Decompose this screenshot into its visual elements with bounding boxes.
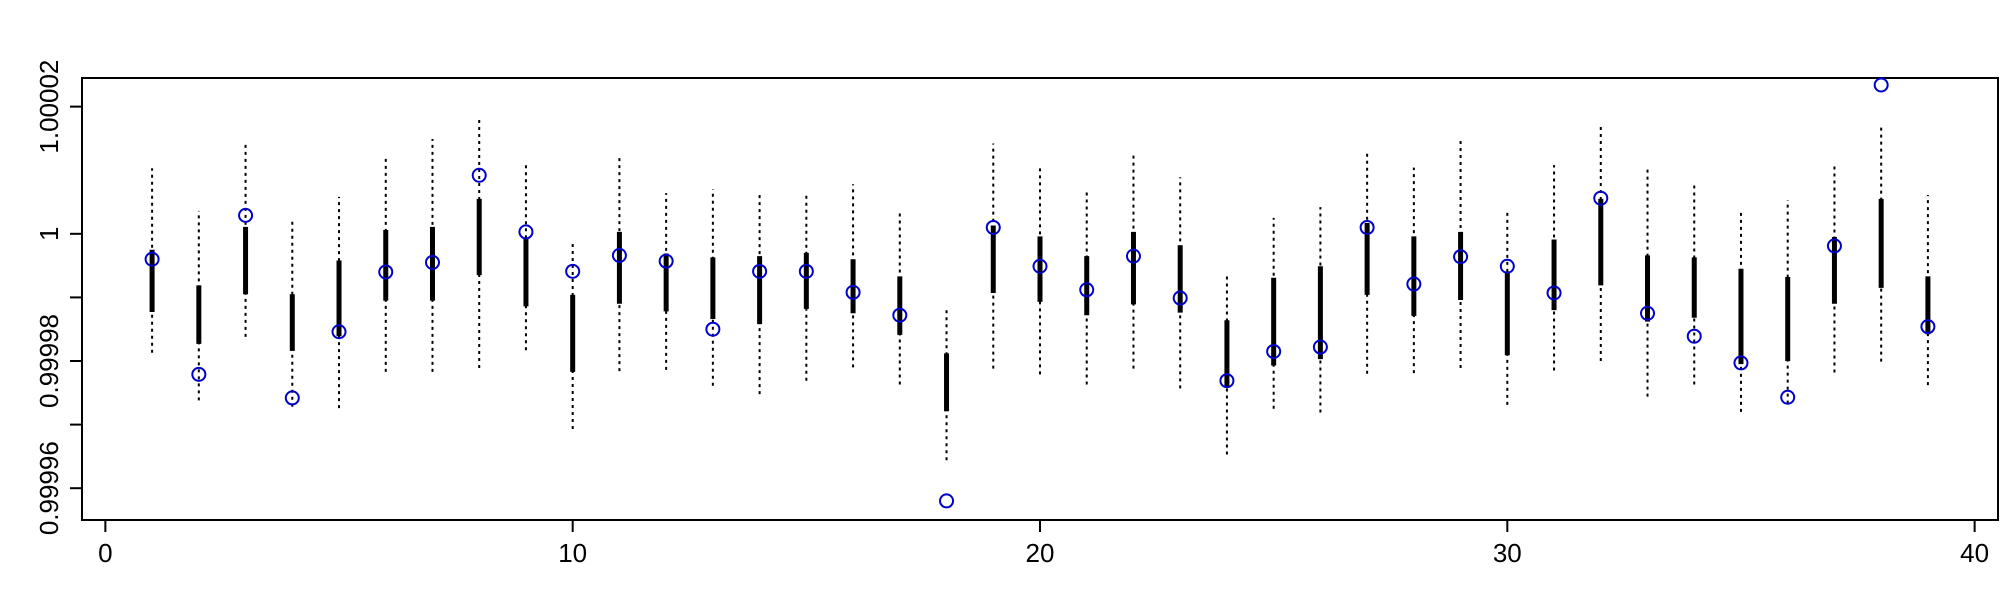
data-point-group — [798, 191, 814, 381]
data-point-group — [331, 196, 347, 409]
data-point — [1266, 343, 1282, 359]
data-point-group — [424, 139, 440, 372]
data-point — [1032, 258, 1048, 274]
data-point-group — [1453, 139, 1469, 369]
data-point — [845, 284, 861, 300]
data-point — [238, 207, 254, 223]
data-point — [1686, 328, 1702, 344]
data-point-group — [191, 210, 207, 401]
chart-marks — [144, 77, 1936, 509]
data-point — [1640, 305, 1656, 321]
data-point-group — [1686, 183, 1702, 385]
data-point-group — [1920, 195, 1936, 386]
data-point-group — [1780, 200, 1796, 405]
data-point — [611, 247, 627, 263]
data-point-group — [1079, 189, 1095, 385]
data-point — [1499, 258, 1515, 274]
x-tick-label: 20 — [1026, 538, 1055, 568]
data-point — [191, 366, 207, 382]
data-point — [424, 254, 440, 270]
data-point — [705, 321, 721, 337]
data-point-group — [985, 143, 1001, 369]
data-point-group — [1546, 165, 1562, 371]
axes: 0 10 20 30 40 0.99996 0.99998 1 1.00002 — [34, 60, 1989, 568]
data-point — [378, 264, 394, 280]
data-point — [1780, 389, 1796, 405]
data-point — [1733, 355, 1749, 371]
data-point — [892, 307, 908, 323]
data-point — [1125, 248, 1141, 264]
y-tick-label: 1.00002 — [34, 60, 64, 154]
data-point-group — [565, 240, 581, 430]
y-tick-label: 1 — [34, 227, 64, 241]
data-point-group — [1312, 207, 1328, 413]
data-point-group — [471, 118, 487, 369]
data-point — [1920, 319, 1936, 335]
data-point — [1219, 373, 1235, 389]
data-point-group — [144, 168, 160, 353]
data-point-group — [238, 142, 254, 337]
data-point-group — [1032, 166, 1048, 375]
x-tick-label: 10 — [558, 538, 587, 568]
data-point — [1359, 219, 1375, 235]
data-point-group — [752, 191, 768, 395]
x-tick-label: 40 — [1960, 538, 1989, 568]
data-point — [565, 263, 581, 279]
data-point — [331, 324, 347, 340]
data-point-group — [845, 184, 861, 368]
x-tick-label: 0 — [98, 538, 112, 568]
y-tick-label: 0.99996 — [34, 441, 64, 535]
data-point-group — [939, 310, 955, 509]
data-point — [1873, 77, 1889, 93]
data-point — [752, 263, 768, 279]
data-point — [518, 224, 534, 240]
data-point-group — [1640, 169, 1656, 397]
data-point-group — [705, 189, 721, 386]
data-point-group — [611, 157, 627, 372]
y-tick-label: 0.99998 — [34, 314, 64, 408]
data-point — [1312, 339, 1328, 355]
data-point-group — [1266, 217, 1282, 409]
data-point-group — [1499, 210, 1515, 405]
data-point-group — [518, 161, 534, 351]
data-point-group — [1219, 275, 1235, 455]
data-point-group — [1172, 177, 1188, 389]
data-point-group — [658, 193, 674, 370]
data-point-group — [1593, 126, 1609, 362]
data-point — [284, 390, 300, 406]
data-point — [1453, 249, 1469, 265]
data-point-group — [1359, 151, 1375, 374]
data-point-group — [1873, 77, 1889, 362]
data-point — [1172, 290, 1188, 306]
data-point — [1546, 285, 1562, 301]
data-point — [471, 167, 487, 183]
data-point — [939, 493, 955, 509]
data-point-group — [1826, 162, 1842, 373]
data-point-group — [1125, 155, 1141, 369]
data-point-group — [378, 158, 394, 372]
data-point-group — [284, 219, 300, 407]
data-point — [658, 253, 674, 269]
data-point-group — [1406, 167, 1422, 374]
data-point — [144, 251, 160, 267]
x-tick-label: 30 — [1493, 538, 1522, 568]
data-point-group — [1733, 209, 1749, 412]
data-point — [1079, 282, 1095, 298]
data-point — [1406, 276, 1422, 292]
data-point — [985, 219, 1001, 235]
data-point-group — [892, 210, 908, 385]
data-point — [1826, 238, 1842, 254]
data-point — [798, 263, 814, 279]
data-point — [1593, 190, 1609, 206]
